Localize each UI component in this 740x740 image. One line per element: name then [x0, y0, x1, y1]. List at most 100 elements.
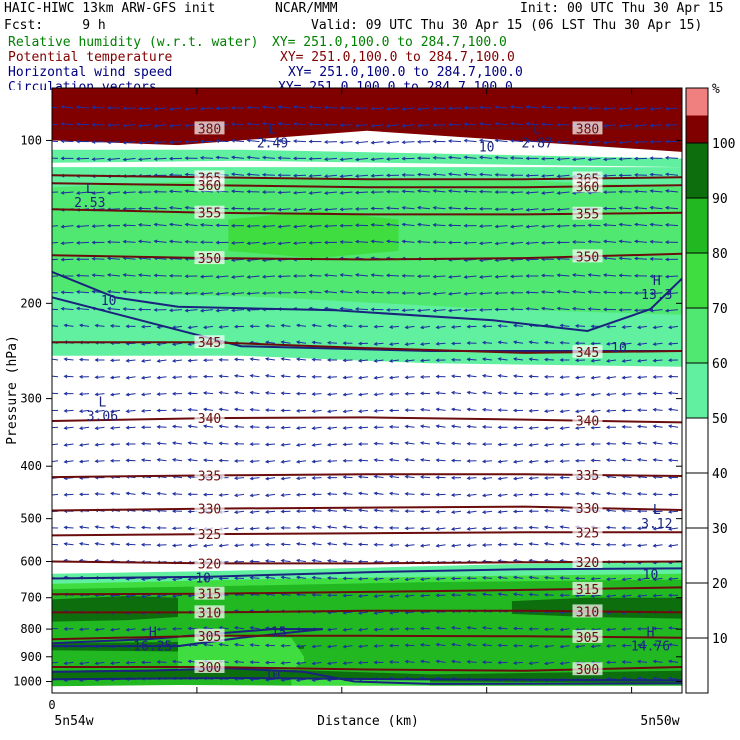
circulation-arrowhead [466, 543, 471, 548]
circulation-vector [417, 107, 431, 110]
circulation-vector [52, 225, 59, 227]
circulation-arrowhead [667, 659, 672, 664]
circulation-vector [219, 442, 229, 445]
circulation-arrowhead [109, 661, 114, 665]
circulation-vector [374, 492, 384, 495]
circulation-vector [203, 643, 214, 647]
circulation-arrowhead [602, 123, 607, 128]
circulation-arrowhead [75, 290, 80, 294]
circulation-vector [541, 157, 555, 160]
circulation-arrowhead [264, 660, 269, 665]
circulation-arrowhead [184, 156, 189, 161]
circulation-vector [61, 241, 74, 244]
circulation-vector [157, 342, 167, 345]
circulation-vector [498, 593, 508, 596]
circulation-vector [203, 325, 214, 329]
theta-contour-label: 380 [198, 122, 221, 137]
circulation-vector [76, 274, 90, 277]
theta-contour-label: 300 [198, 661, 221, 676]
circulation-arrowhead [401, 156, 406, 161]
circulation-arrowhead [230, 172, 235, 177]
theta-label-bg [572, 413, 603, 427]
circulation-arrowhead [357, 442, 362, 446]
circulation-arrowhead [46, 242, 49, 245]
circulation-arrowhead [478, 224, 483, 229]
circulation-arrowhead [404, 441, 409, 446]
circulation-arrowhead [528, 357, 533, 362]
circulation-vector [110, 543, 121, 546]
circulation-vector [386, 207, 400, 210]
circulation-vector [420, 544, 431, 547]
circulation-arrowhead [171, 375, 176, 380]
circulation-vector [588, 141, 601, 144]
circulation-vector [464, 292, 477, 295]
theta-label-bg [194, 501, 225, 515]
circulation-arrowhead [556, 224, 561, 228]
circulation-vector [622, 325, 632, 328]
circulation-arrowhead [323, 224, 328, 228]
circulation-arrowhead [370, 157, 375, 162]
circulation-vector [247, 275, 260, 278]
circulation-arrowhead [122, 140, 127, 145]
circulation-arrowhead [528, 627, 533, 631]
circulation-vector [650, 292, 663, 295]
circulation-arrowhead [432, 155, 437, 160]
circulation-arrowhead [249, 510, 254, 514]
circulation-vector [157, 577, 167, 581]
theta-contour-label: 345 [576, 346, 599, 361]
circulation-arrowhead [466, 626, 471, 630]
circulation-arrowhead [357, 358, 362, 363]
circulation-arrowhead [649, 123, 654, 128]
circulation-arrowhead [509, 190, 514, 195]
circulation-vector [591, 628, 601, 631]
circulation-arrowhead [481, 357, 486, 362]
circulation-arrowhead [618, 206, 623, 211]
circulation-arrowhead [481, 660, 486, 665]
rh-band-dark-left [52, 596, 178, 622]
circulation-arrowhead [664, 240, 669, 245]
circulation-vector [389, 628, 400, 630]
circulation-arrowhead [311, 492, 316, 497]
circulation-vector [247, 241, 260, 244]
circulation-vector [653, 544, 663, 547]
circulation-vector [529, 375, 539, 378]
circulation-arrowhead [605, 577, 610, 581]
circulation-arrowhead [590, 442, 595, 446]
circulation-arrowhead [171, 659, 176, 664]
circulation-arrowhead [106, 306, 111, 311]
circulation-vector [619, 157, 632, 160]
circulation-arrowhead [664, 172, 669, 177]
circulation-arrowhead [652, 643, 657, 647]
circulation-arrowhead [664, 308, 669, 313]
circulation-arrowhead [277, 241, 282, 246]
circulation-vector [154, 157, 167, 160]
circulation-arrowhead [202, 577, 207, 581]
circulation-arrowhead [295, 661, 300, 666]
circulation-vector [141, 526, 152, 529]
circulation-vector [529, 526, 539, 529]
circulation-vector [433, 292, 446, 295]
circulation-arrowhead [156, 526, 161, 530]
circulation-vector [405, 544, 415, 547]
circulation-vector [110, 661, 121, 664]
circulation-vector [405, 425, 415, 428]
circulation-arrowhead [280, 509, 285, 514]
circulation-vector [603, 257, 617, 260]
circulation-vector [526, 225, 539, 228]
circulation-vector [234, 593, 245, 596]
circulation-arrowhead [215, 106, 220, 111]
circulation-vector [358, 628, 369, 631]
circulation-arrowhead [78, 542, 83, 546]
circulation-vector [436, 425, 446, 428]
circulation-arrowhead [478, 138, 483, 143]
circulation-vector [619, 223, 632, 227]
circulation-arrowhead [342, 375, 347, 380]
theta-contour-label: 305 [576, 631, 599, 646]
circulation-arrowhead [60, 257, 65, 262]
circulation-vector [575, 409, 586, 413]
circulation-arrowhead [323, 289, 328, 294]
circulation-arrowhead [156, 325, 161, 329]
circulation-vector [247, 139, 260, 143]
circulation-vector [467, 661, 477, 663]
circulation-arrowhead [125, 358, 130, 363]
